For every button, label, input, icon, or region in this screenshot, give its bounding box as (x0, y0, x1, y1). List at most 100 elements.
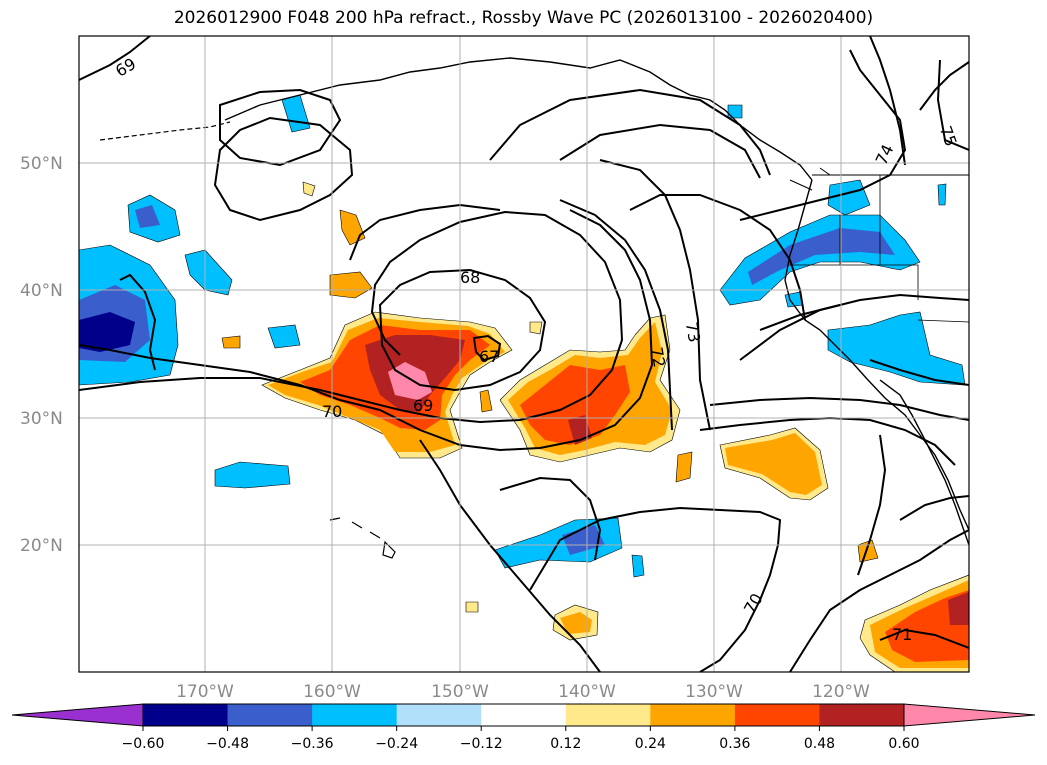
contour-coast-sw2 (759, 304, 841, 331)
shade-small-pos-d (221, 335, 241, 349)
shade-small-pos-g-core (560, 612, 592, 634)
hawaii-islands (329, 517, 396, 559)
shade-blob-2 (184, 249, 233, 296)
colorbar-tick-label: −0.60 (122, 736, 165, 752)
shade-small-pos-f (675, 451, 693, 483)
plot-frame (78, 35, 970, 673)
shade-east-red (520, 365, 630, 445)
contour-label-74: 74 (872, 141, 898, 167)
colorbar-tick-label: 0.48 (804, 736, 835, 752)
shade-small-pos-a (329, 271, 373, 299)
contour-south-loop (499, 476, 602, 561)
lon-label-170w: 170°W (176, 682, 234, 702)
colorbar-tick-label: 0.60 (888, 736, 919, 752)
state-lines (790, 175, 969, 323)
contour-labels: 69 68 67 69 70 72 73 74 75 70 71 (112, 54, 961, 644)
contour-71 (789, 529, 969, 672)
colorbar-swatch (734, 704, 820, 726)
shade-southeast-red (885, 590, 969, 662)
colorbar-swatch (143, 704, 229, 726)
contour-label-72: 72 (647, 346, 669, 369)
colorbar: −0.60 −0.48 −0.36 −0.24 −0.12 0.12 0.24 0.36 0.4… (11, 703, 1036, 752)
contour-far-right (899, 495, 969, 521)
lat-label-50n: 50°N (20, 154, 63, 174)
contour-ridge (489, 88, 771, 176)
aleutians (99, 121, 231, 141)
shade-blob-6-core (562, 525, 605, 555)
contour-70-upper (213, 116, 354, 222)
shade-small-pos-j (529, 321, 543, 335)
contour-label-69-nw: 69 (112, 54, 139, 81)
shade-coast-negative-core (748, 228, 895, 285)
contour-label-69: 69 (413, 396, 433, 415)
contour-70 (79, 209, 654, 452)
contour-68 (378, 268, 547, 392)
coastlines (99, 57, 969, 559)
contour-71-b (857, 434, 887, 576)
contour-75 (919, 61, 969, 111)
colorbar-extend-high (903, 703, 1036, 727)
colorbar-swatch (650, 704, 736, 726)
contour-label-68: 68 (460, 268, 480, 287)
lon-label-150w: 150°W (431, 682, 489, 702)
shade-southeast-darkred (948, 592, 969, 625)
shade-blob-1-core (135, 205, 160, 228)
shade-small-pos-b (339, 209, 366, 246)
contour-label-71: 71 (892, 625, 912, 644)
colorbar-swatch (481, 704, 567, 726)
colorbar-swatch (396, 704, 482, 726)
contour-label-73: 73 (682, 321, 704, 344)
contour-70-inner (349, 203, 501, 261)
colorbar-tick-label: 0.36 (719, 736, 750, 752)
contour-zonal-2 (709, 396, 969, 421)
colorbar-tick-label: 0.12 (550, 736, 581, 752)
colorbar-swatch (312, 704, 398, 726)
colorbar-swatch (565, 704, 651, 726)
colorbar-tick-label: −0.24 (375, 736, 418, 752)
colorbar-tick-label: 0.24 (635, 736, 666, 752)
colorbar-tick-label: −0.48 (206, 736, 249, 752)
shade-coast-blob (827, 179, 871, 216)
shade-inland-negative (827, 311, 966, 386)
contour-74 (629, 194, 806, 321)
shade-east-orange-2-core (725, 433, 822, 495)
lat-label-30n: 30°N (20, 409, 63, 429)
lon-label-120w: 120°W (812, 682, 870, 702)
contour-ridge-2 (559, 123, 761, 179)
contour-label-67: 67 (479, 347, 499, 366)
contour-label-70: 70 (322, 402, 342, 421)
shade-blob-4 (214, 461, 291, 489)
contour-67 (472, 334, 502, 362)
colorbar-tick-label: −0.12 (460, 736, 503, 752)
shade-small-pos-i (465, 601, 479, 613)
colorbar-tick-label: −0.36 (291, 736, 334, 752)
contour-75-b (869, 36, 906, 166)
colorbar-frame (142, 703, 905, 727)
colorbar-extend-low (11, 703, 144, 727)
alaska-coast (224, 57, 813, 181)
contour-73 (599, 159, 711, 431)
colorbar-swatch (819, 704, 905, 726)
chart-title: 2026012900 F048 200 hPa refract., Rossby… (173, 8, 874, 28)
lat-label-40n: 40°N (20, 281, 63, 301)
lon-label-160w: 160°W (303, 682, 361, 702)
shade-small-pos-e (479, 389, 493, 413)
contour-right-edge (936, 59, 969, 151)
lat-axis: 50°N 40°N 30°N 20°N (20, 154, 63, 556)
shade-west-negative-deep (79, 312, 135, 352)
contour-low-right (879, 628, 969, 649)
colorbar-swatch (227, 704, 313, 726)
contour-trough-right (869, 359, 969, 386)
shade-blob-5 (281, 94, 311, 133)
shade-blob-7 (631, 554, 645, 578)
lon-label-130w: 130°W (685, 682, 743, 702)
islands-bc (789, 167, 831, 191)
lat-label-20n: 20°N (20, 536, 63, 556)
lon-label-140w: 140°W (558, 682, 616, 702)
contour-69-north (79, 36, 151, 81)
contour-69 (79, 210, 624, 424)
contour-coast-sw (739, 293, 969, 361)
na-west-coast (784, 179, 969, 531)
lon-axis: 170°W 160°W 150°W 140°W 130°W 120°W (176, 682, 870, 702)
